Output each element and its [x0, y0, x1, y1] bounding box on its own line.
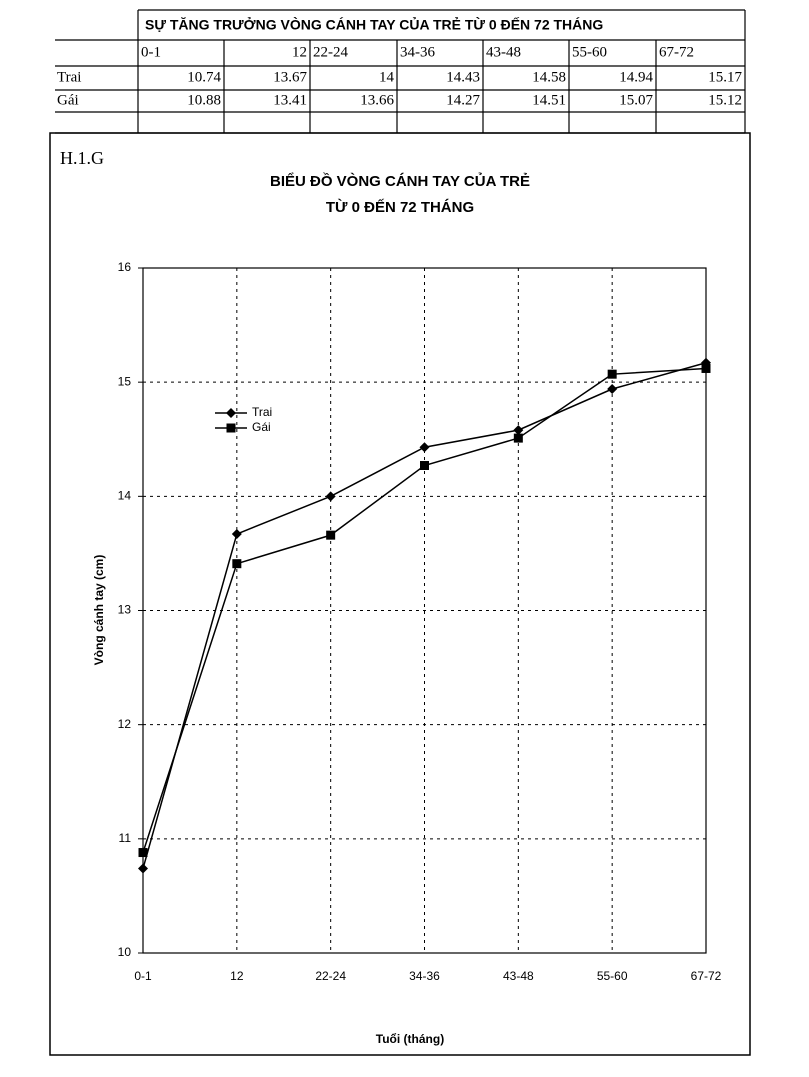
table-header: 0-1	[141, 44, 161, 60]
marker	[419, 442, 430, 453]
marker	[232, 559, 242, 569]
marker	[420, 461, 429, 471]
table-cell: 15.12	[708, 92, 742, 108]
table-header: 34-36	[400, 44, 435, 60]
x-tick-label: 67-72	[691, 969, 722, 983]
marker	[326, 530, 336, 540]
marker	[138, 863, 148, 874]
x-tick-label: 34-36	[409, 969, 440, 983]
legend-label: Gái	[252, 420, 271, 434]
table-header: 43-48	[486, 44, 521, 60]
marker	[138, 848, 148, 858]
marker	[226, 408, 236, 418]
chart-frame	[49, 132, 751, 1056]
y-axis-label: Vòng cánh tay (cm)	[92, 555, 106, 666]
table-cell: 14.94	[619, 69, 653, 85]
figure-label: H.1.G	[60, 148, 104, 168]
table-cell: 14.43	[446, 69, 480, 85]
table-title: SỰ TĂNG TRƯỞNG VÒNG CÁNH TAY CỦA TRẺ TỪ …	[145, 16, 603, 33]
y-tick-label: 12	[118, 717, 132, 731]
table-cell: 15.17	[708, 69, 742, 85]
chart-subtitle: TỪ 0 ĐẾN 72 THÁNG	[326, 198, 474, 216]
marker	[325, 491, 336, 502]
table-header: 67-72	[659, 44, 694, 60]
row-label: Trai	[57, 69, 81, 85]
x-tick-label: 55-60	[597, 969, 628, 983]
y-tick-label: 16	[118, 260, 132, 274]
chart-title: BIỂU ĐỒ VÒNG CÁNH TAY CỦA TRẺ	[270, 172, 530, 190]
marker	[513, 425, 524, 436]
x-axis-label: Tuổi (tháng)	[376, 1032, 444, 1046]
row-label: Gái	[57, 92, 79, 108]
marker	[226, 423, 236, 433]
table-cell: 13.41	[273, 92, 307, 108]
table-cell: 13.67	[273, 69, 307, 85]
x-tick-label: 22-24	[315, 969, 346, 983]
y-tick-label: 11	[119, 831, 132, 845]
marker	[513, 433, 523, 443]
table-cell: 14.58	[532, 69, 566, 85]
plot-frame	[142, 267, 707, 954]
table-header: 12	[292, 44, 307, 60]
table-header: 55-60	[572, 44, 607, 60]
marker	[231, 529, 242, 540]
legend-label: Trai	[252, 405, 272, 419]
marker	[607, 369, 617, 379]
marker	[607, 384, 618, 395]
table-cell: 15.07	[619, 92, 653, 108]
y-tick-label: 15	[118, 374, 132, 388]
x-tick-label: 0-1	[134, 969, 152, 983]
table-cell: 13.66	[360, 92, 394, 108]
y-tick-label: 14	[118, 489, 132, 503]
table-cell: 14.27	[446, 92, 480, 108]
table-cell: 14	[379, 69, 395, 85]
table-cell: 14.51	[532, 92, 566, 108]
x-tick-label: 12	[230, 969, 244, 983]
marker	[701, 363, 711, 373]
y-tick-label: 13	[118, 603, 132, 617]
table-cell: 10.88	[187, 92, 221, 108]
x-tick-label: 43-48	[503, 969, 534, 983]
table-cell: 10.74	[187, 69, 221, 85]
y-tick-label: 10	[118, 945, 132, 959]
table-header: 22-24	[313, 44, 348, 60]
